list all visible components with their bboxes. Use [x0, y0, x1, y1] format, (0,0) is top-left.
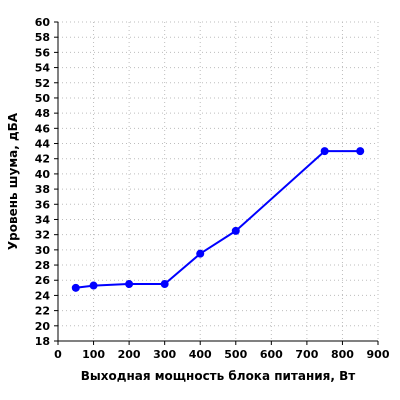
y-tick-label: 28 — [35, 259, 50, 272]
x-axis-title: Выходная мощность блока питания, Вт — [81, 369, 356, 383]
y-tick-label: 30 — [35, 244, 51, 257]
y-tick-label: 18 — [35, 335, 50, 348]
data-point — [71, 283, 80, 292]
y-tick-label: 32 — [35, 229, 50, 242]
y-tick-label: 20 — [35, 320, 51, 333]
y-tick-label: 60 — [35, 16, 51, 29]
y-tick-label: 36 — [35, 198, 51, 211]
y-tick-label: 50 — [35, 92, 51, 105]
x-tick-label: 300 — [153, 348, 176, 361]
data-point — [89, 281, 98, 290]
x-tick-label: 600 — [260, 348, 283, 361]
y-tick-label: 24 — [35, 289, 51, 302]
data-point — [196, 249, 205, 258]
x-tick-label: 900 — [367, 348, 390, 361]
y-tick-label: 44 — [35, 138, 51, 151]
y-tick-label: 38 — [35, 183, 50, 196]
x-tick-label: 500 — [224, 348, 247, 361]
data-point — [356, 147, 365, 156]
data-point — [231, 226, 240, 235]
x-tick-label: 100 — [82, 348, 105, 361]
data-point — [160, 280, 169, 289]
x-tick-label: 0 — [54, 348, 62, 361]
grid — [58, 21, 379, 341]
y-tick-label: 46 — [35, 122, 51, 135]
y-tick-label: 48 — [35, 107, 50, 120]
y-tick-label: 42 — [35, 153, 50, 166]
x-tick-label: 800 — [331, 348, 354, 361]
series-layer — [71, 147, 365, 292]
y-tick-label: 40 — [35, 168, 51, 181]
y-tick-label: 54 — [35, 62, 51, 75]
x-tick-label: 700 — [295, 348, 318, 361]
data-point — [320, 147, 329, 156]
y-axis-title: Уровень шума, дБА — [6, 112, 20, 250]
x-tick-label: 200 — [118, 348, 141, 361]
y-tick-label: 26 — [35, 274, 51, 287]
y-tick-label: 22 — [35, 305, 50, 318]
y-tick-label: 34 — [35, 213, 51, 226]
x-axis-ticks: 0 100 200 300 400 500 600 700 800 900 — [54, 341, 390, 361]
series-line — [75, 150, 361, 289]
y-axis-ticks: 18 20 22 24 26 28 30 32 34 36 38 40 42 44 46 48 50 52 54 56… — [35, 16, 58, 348]
y-tick-label: 52 — [35, 77, 50, 90]
axes — [57, 22, 378, 342]
data-point — [125, 280, 134, 289]
y-tick-label: 58 — [35, 31, 50, 44]
y-tick-label: 56 — [35, 46, 51, 59]
x-tick-label: 400 — [189, 348, 212, 361]
